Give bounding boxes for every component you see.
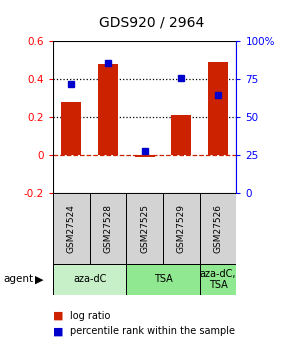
Text: ■: ■ [53,326,64,336]
Text: TSA: TSA [154,275,172,284]
Text: GSM27529: GSM27529 [177,204,186,253]
Bar [200,193,236,264]
Text: agent: agent [3,275,33,284]
Text: GSM27524: GSM27524 [67,204,76,253]
Bar [171,115,191,155]
Bar [200,264,236,295]
Bar [61,102,82,155]
Bar [53,264,126,295]
Bar [126,193,163,264]
Text: ■: ■ [53,311,64,321]
Text: aza-dC: aza-dC [73,275,106,284]
Bar [208,62,228,155]
Bar [135,155,155,157]
Text: GSM27526: GSM27526 [214,204,222,253]
Text: log ratio: log ratio [70,311,110,321]
Bar [126,264,200,295]
Text: GSM27525: GSM27525 [140,204,149,253]
Text: aza-dC,
TSA: aza-dC, TSA [200,269,236,290]
Bar [53,193,90,264]
Bar [90,193,126,264]
Text: GSM27528: GSM27528 [104,204,112,253]
Bar [163,193,200,264]
Text: GDS920 / 2964: GDS920 / 2964 [99,16,204,30]
Text: ▶: ▶ [35,275,43,284]
Bar [98,64,118,155]
Text: percentile rank within the sample: percentile rank within the sample [70,326,235,336]
